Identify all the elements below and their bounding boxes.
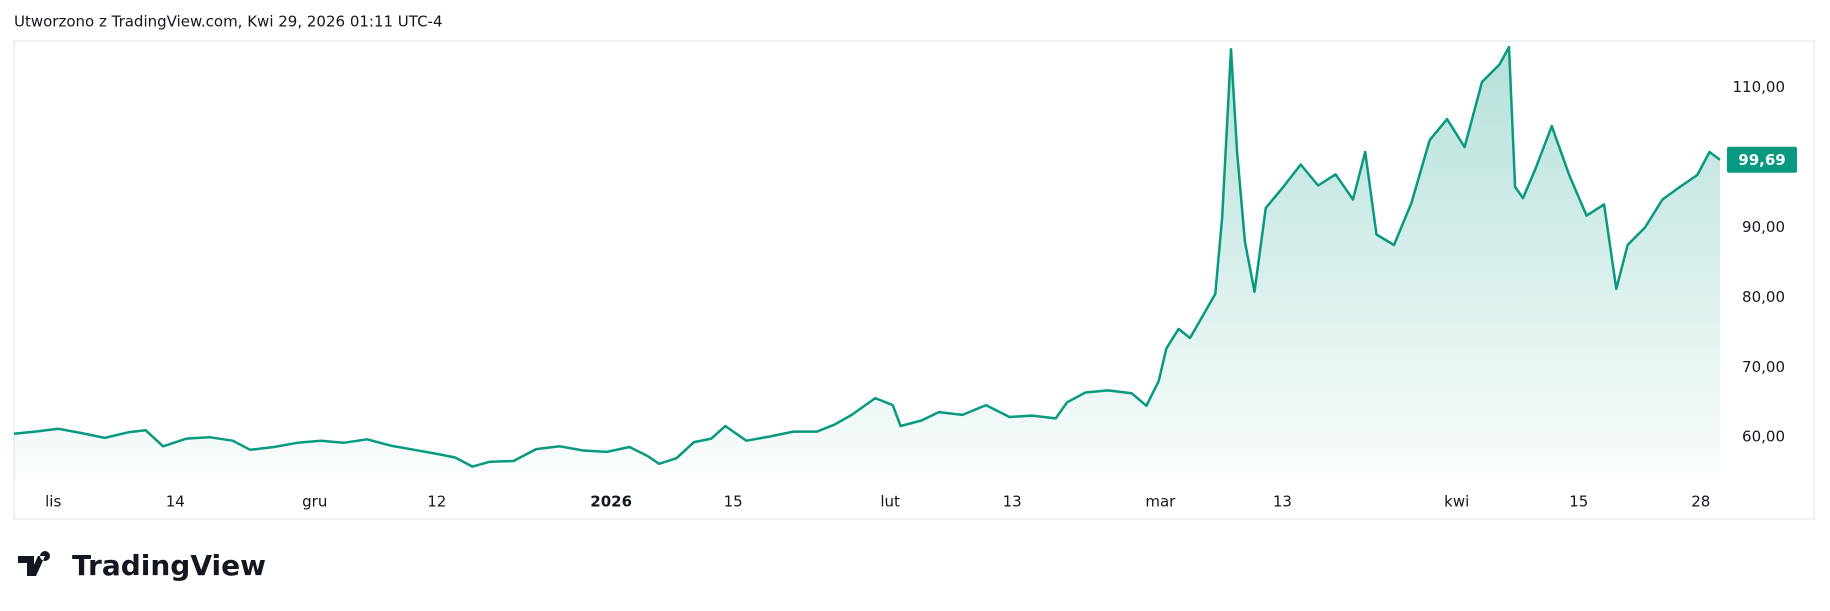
y-tick-label: 90,00 bbox=[1742, 218, 1785, 236]
logo-icon bbox=[18, 551, 50, 576]
x-tick-label: 28 bbox=[1691, 493, 1710, 511]
price-line bbox=[13, 45, 1721, 468]
created-note: Utworzono z TradingView.com, Kwi 29, 202… bbox=[14, 13, 443, 31]
x-tick-label: kwi bbox=[1444, 493, 1469, 511]
x-tick-label: mar bbox=[1145, 493, 1176, 511]
x-tick-label: 12 bbox=[427, 493, 446, 511]
x-tick-label: 13 bbox=[1003, 493, 1022, 511]
x-tick-label: 15 bbox=[1569, 493, 1588, 511]
x-tick-label: 2026 bbox=[590, 493, 632, 511]
x-tick-label: lut bbox=[880, 493, 900, 511]
y-tick-label: 70,00 bbox=[1742, 358, 1785, 376]
x-tick-label: lis bbox=[45, 493, 61, 511]
y-tick-label: 60,00 bbox=[1742, 428, 1785, 446]
area-fill bbox=[14, 47, 1720, 478]
x-tick-label: 14 bbox=[166, 493, 185, 511]
y-tick-label: 80,00 bbox=[1742, 288, 1785, 306]
logo-text: TradingView bbox=[72, 549, 266, 582]
frame bbox=[13, 40, 1815, 520]
y-tick-label: 110,00 bbox=[1733, 78, 1786, 96]
last-price-tag bbox=[1727, 146, 1797, 173]
x-tick-label: 13 bbox=[1273, 493, 1292, 511]
x-tick-label: 15 bbox=[724, 493, 743, 511]
last-price-label: 99,69 bbox=[1738, 151, 1785, 169]
x-tick-label: gru bbox=[302, 493, 327, 511]
